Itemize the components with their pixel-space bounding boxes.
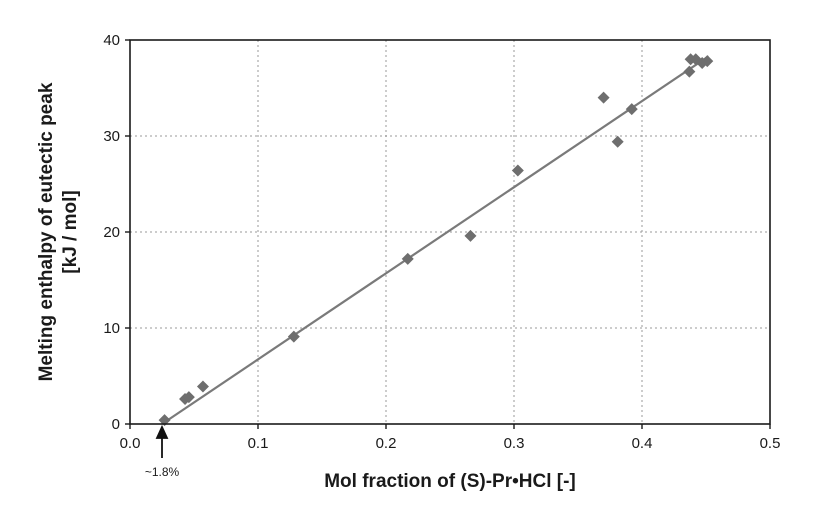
- data-points: [158, 53, 714, 427]
- x-tick-label: 0.2: [376, 435, 397, 452]
- data-point: [511, 164, 524, 177]
- data-point: [683, 65, 696, 78]
- data-point: [196, 380, 209, 393]
- regression-line: [161, 55, 710, 425]
- x-tick-label: 0.4: [632, 435, 653, 452]
- y-tick-labels: 0 10 20 30 40: [103, 32, 120, 433]
- y-axis-title: Melting enthalpy of eutectic peak [kJ / …: [36, 82, 81, 381]
- y-axis-title-line-1: Melting enthalpy of eutectic peak: [36, 82, 57, 381]
- annotation-arrowhead: [155, 424, 169, 439]
- y-tick-label: 20: [103, 224, 120, 241]
- x-tick-label: 0.0: [120, 435, 141, 452]
- x-tick-labels: 0.0 0.1 0.2 0.3 0.4 0.5: [120, 435, 781, 452]
- x-tick-label: 0.1: [248, 435, 269, 452]
- data-point: [464, 229, 477, 242]
- data-point: [597, 91, 610, 104]
- grid-lines: [130, 40, 770, 424]
- y-axis-title-line-2: [kJ / mol]: [60, 190, 81, 273]
- data-point: [701, 55, 714, 68]
- data-point: [401, 252, 414, 265]
- x-tick-label: 0.5: [760, 435, 781, 452]
- data-point: [182, 391, 195, 404]
- data-point: [158, 414, 171, 427]
- axis-ticks: [125, 39, 771, 429]
- x-axis-title: Mol fraction of (S)-Pr•HCl [-]: [324, 471, 576, 492]
- x-tick-label: 0.3: [504, 435, 525, 452]
- y-tick-label: 10: [103, 320, 120, 337]
- y-tick-label: 40: [103, 32, 120, 49]
- data-point: [611, 135, 624, 148]
- data-point: [625, 103, 638, 116]
- annotation-label: ~1.8%: [145, 465, 180, 479]
- y-tick-label: 0: [112, 416, 120, 433]
- y-tick-label: 30: [103, 128, 120, 145]
- data-point: [287, 330, 300, 343]
- annotation-1-8-percent: ~1.8%: [145, 424, 180, 479]
